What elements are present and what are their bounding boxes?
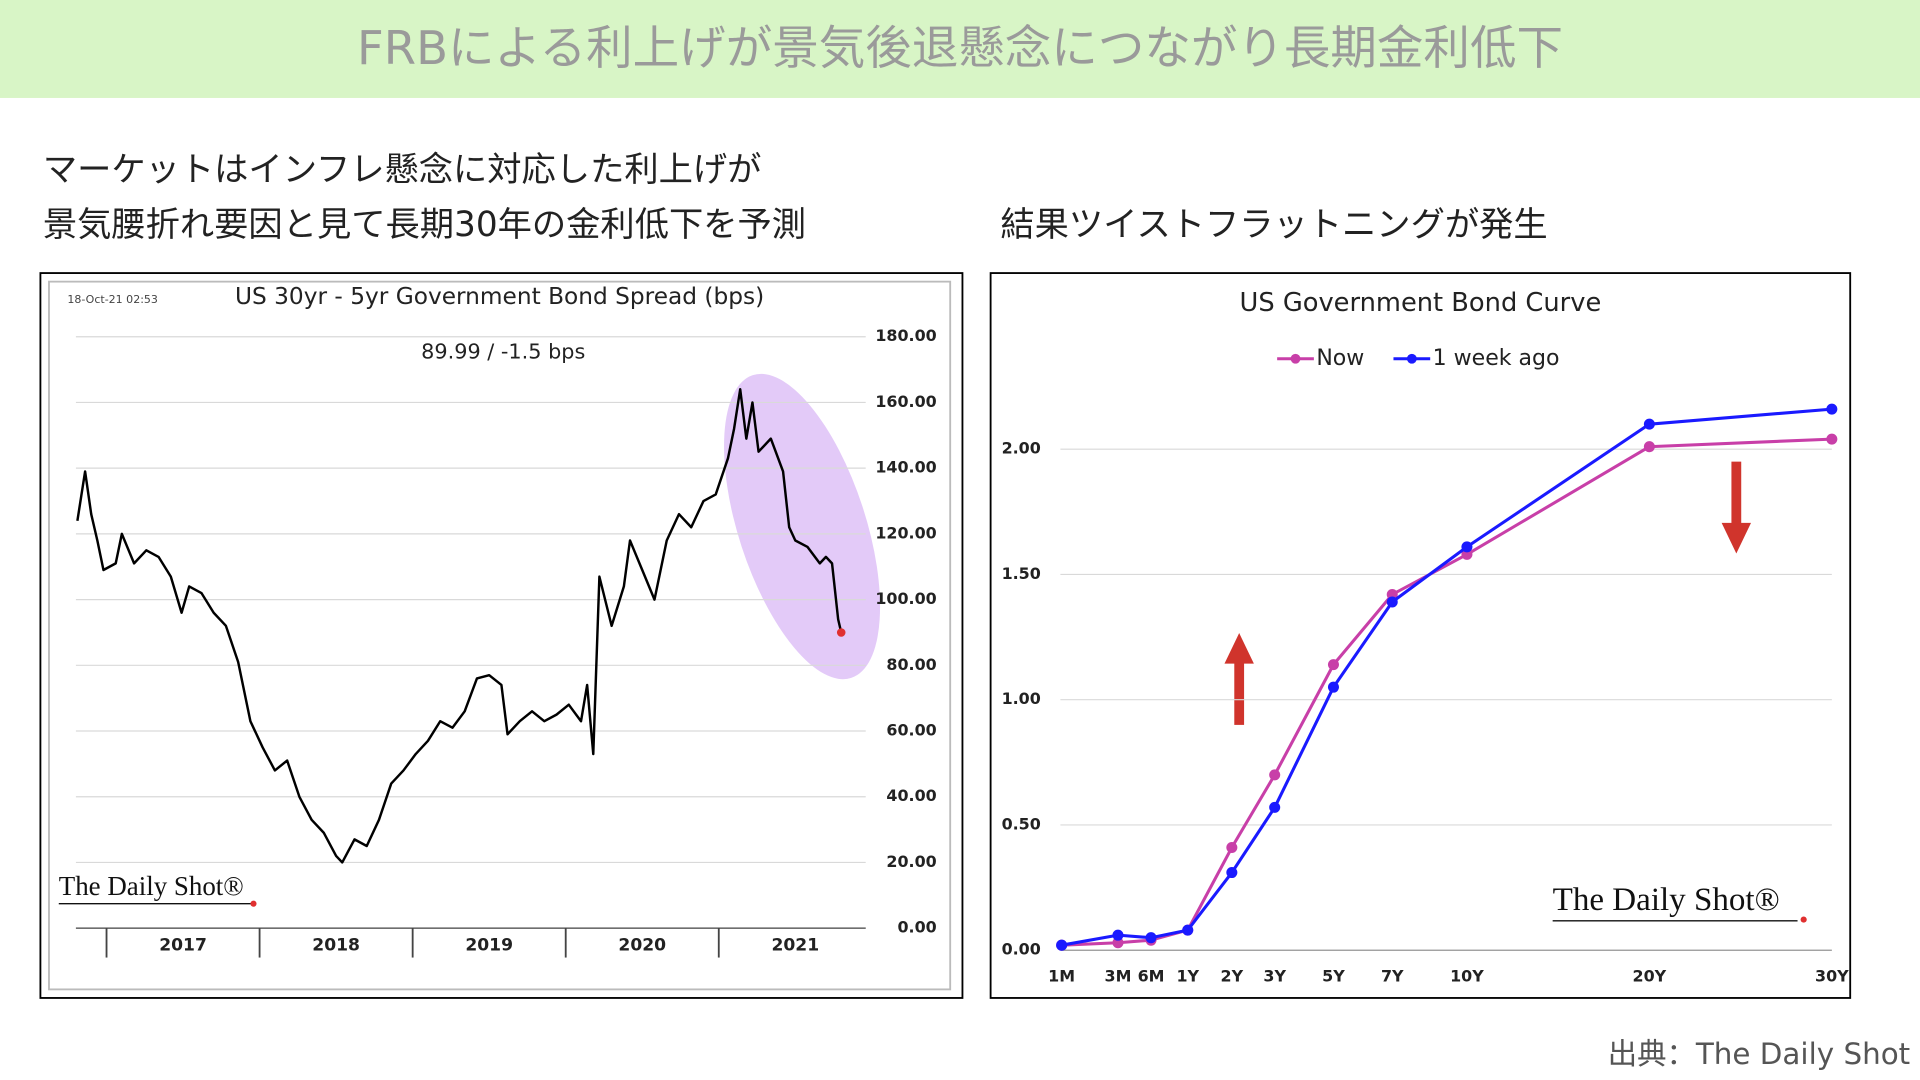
- curve-point: [1826, 433, 1838, 445]
- legend-marker: [1406, 353, 1417, 364]
- last-value-note: 89.99 / -1.5 bps: [421, 340, 585, 364]
- x-tick-label: 2Y: [1221, 967, 1244, 986]
- y-tick-label: 160.00: [875, 392, 936, 411]
- legend-label: 1 week ago: [1433, 346, 1560, 371]
- x-tick-label: 7Y: [1381, 967, 1404, 986]
- source: 出典：The Daily Shot: [1608, 1037, 1911, 1071]
- y-tick-label: 20.00: [886, 852, 936, 871]
- curve-point: [1145, 932, 1157, 944]
- x-tick-label: 10Y: [1450, 967, 1484, 986]
- y-tick-label: 60.00: [886, 721, 936, 740]
- legend-label: Now: [1316, 346, 1364, 371]
- logo-dot: [250, 900, 257, 907]
- logo: The Daily Shot®: [59, 871, 244, 901]
- y-tick-label: 140.00: [875, 458, 936, 477]
- spread-line: [76, 388, 843, 864]
- chart-title: US Government Bond Curve: [1240, 288, 1602, 318]
- x-tick-label: 2019: [465, 935, 513, 955]
- x-tick-label: 2020: [618, 935, 666, 955]
- x-tick-label: 2021: [771, 935, 819, 955]
- legend-marker: [1290, 353, 1301, 364]
- y-tick-label: 0.00: [1002, 940, 1041, 959]
- y-tick-label: 100.00: [875, 589, 936, 608]
- curve-point: [1327, 681, 1339, 693]
- x-tick-label: 6M: [1138, 967, 1165, 986]
- left-caption: マーケットはインフレ懸念に対応した利上げが: [43, 150, 762, 190]
- chart-inner-frame: [48, 280, 952, 991]
- x-tick-label: 2017: [159, 935, 207, 955]
- y-tick-label: 0.50: [1002, 814, 1041, 833]
- curve-point: [1226, 867, 1238, 879]
- curve-point: [1826, 403, 1838, 415]
- curve-point: [1182, 924, 1194, 936]
- right-caption: 結果ツイストフラットニングが発生: [1000, 205, 1547, 245]
- last-point: [836, 628, 846, 637]
- x-tick-label: 3Y: [1263, 967, 1286, 986]
- curve-point: [1112, 929, 1124, 941]
- curve-point: [1269, 801, 1281, 813]
- logo-dot: [1800, 916, 1807, 923]
- y-tick-label: 2.00: [1002, 439, 1041, 458]
- left-caption: 景気腰折れ要因と見て長期30年の金利低下を予測: [43, 205, 806, 245]
- x-tick-label: 20Y: [1633, 967, 1667, 986]
- curve-point: [1386, 596, 1398, 608]
- y-tick-label: 1.50: [1002, 564, 1041, 583]
- x-tick-label: 1M: [1048, 967, 1075, 986]
- down-arrow: [1721, 461, 1752, 554]
- curve-point: [1226, 841, 1238, 854]
- x-tick-label: 1Y: [1176, 967, 1199, 986]
- x-tick-label: 30Y: [1815, 967, 1849, 986]
- header-title: FRBによる利上げが景気後退懸念につながり長期金利低下: [357, 21, 1563, 75]
- curve-point: [1056, 939, 1068, 951]
- curve-point: [1461, 541, 1473, 553]
- logo: The Daily Shot®: [1553, 882, 1780, 918]
- highlight: [724, 373, 881, 680]
- y-tick-label: 1.00: [1002, 689, 1041, 708]
- y-tick-label: 0.00: [897, 918, 936, 937]
- chart-frame: [989, 272, 1852, 999]
- curve-point: [1643, 441, 1655, 453]
- y-tick-label: 120.00: [875, 523, 936, 542]
- y-tick-label: 180.00: [875, 326, 936, 345]
- curve-point: [1269, 769, 1281, 781]
- timestamp: 18-Oct-21 02:53: [67, 293, 158, 306]
- chart-title: US 30yr - 5yr Government Bond Spread (bp…: [235, 283, 764, 310]
- y-tick-label: 40.00: [886, 786, 936, 805]
- header-band: [0, 0, 1920, 98]
- curve-point: [1643, 418, 1655, 430]
- y-tick-label: 80.00: [886, 655, 936, 674]
- x-tick-label: 2018: [312, 935, 360, 955]
- x-tick-label: 3M: [1105, 967, 1132, 986]
- x-tick-label: 5Y: [1322, 967, 1345, 986]
- up-arrow: [1224, 633, 1254, 725]
- curve-point: [1327, 659, 1339, 671]
